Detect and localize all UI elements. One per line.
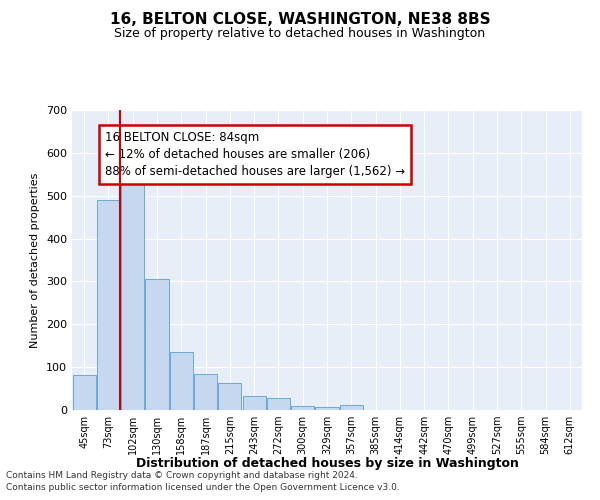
Text: 16 BELTON CLOSE: 84sqm
← 12% of detached houses are smaller (206)
88% of semi-de: 16 BELTON CLOSE: 84sqm ← 12% of detached… [105, 131, 405, 178]
Bar [194, 374, 217, 410]
Y-axis label: Number of detached properties: Number of detached properties [31, 172, 40, 348]
Text: Size of property relative to detached houses in Washington: Size of property relative to detached ho… [115, 28, 485, 40]
Text: 16, BELTON CLOSE, WASHINGTON, NE38 8BS: 16, BELTON CLOSE, WASHINGTON, NE38 8BS [110, 12, 490, 28]
Bar [291, 406, 314, 410]
Bar [267, 398, 290, 410]
Bar [340, 405, 363, 410]
Bar [97, 200, 120, 410]
Bar [316, 406, 338, 410]
Text: Contains public sector information licensed under the Open Government Licence v3: Contains public sector information licen… [6, 484, 400, 492]
Text: Distribution of detached houses by size in Washington: Distribution of detached houses by size … [136, 458, 518, 470]
Bar [218, 384, 241, 410]
Bar [73, 375, 95, 410]
Bar [145, 280, 169, 410]
Bar [242, 396, 266, 410]
Text: Contains HM Land Registry data © Crown copyright and database right 2024.: Contains HM Land Registry data © Crown c… [6, 471, 358, 480]
Bar [121, 168, 144, 410]
Bar [170, 352, 193, 410]
